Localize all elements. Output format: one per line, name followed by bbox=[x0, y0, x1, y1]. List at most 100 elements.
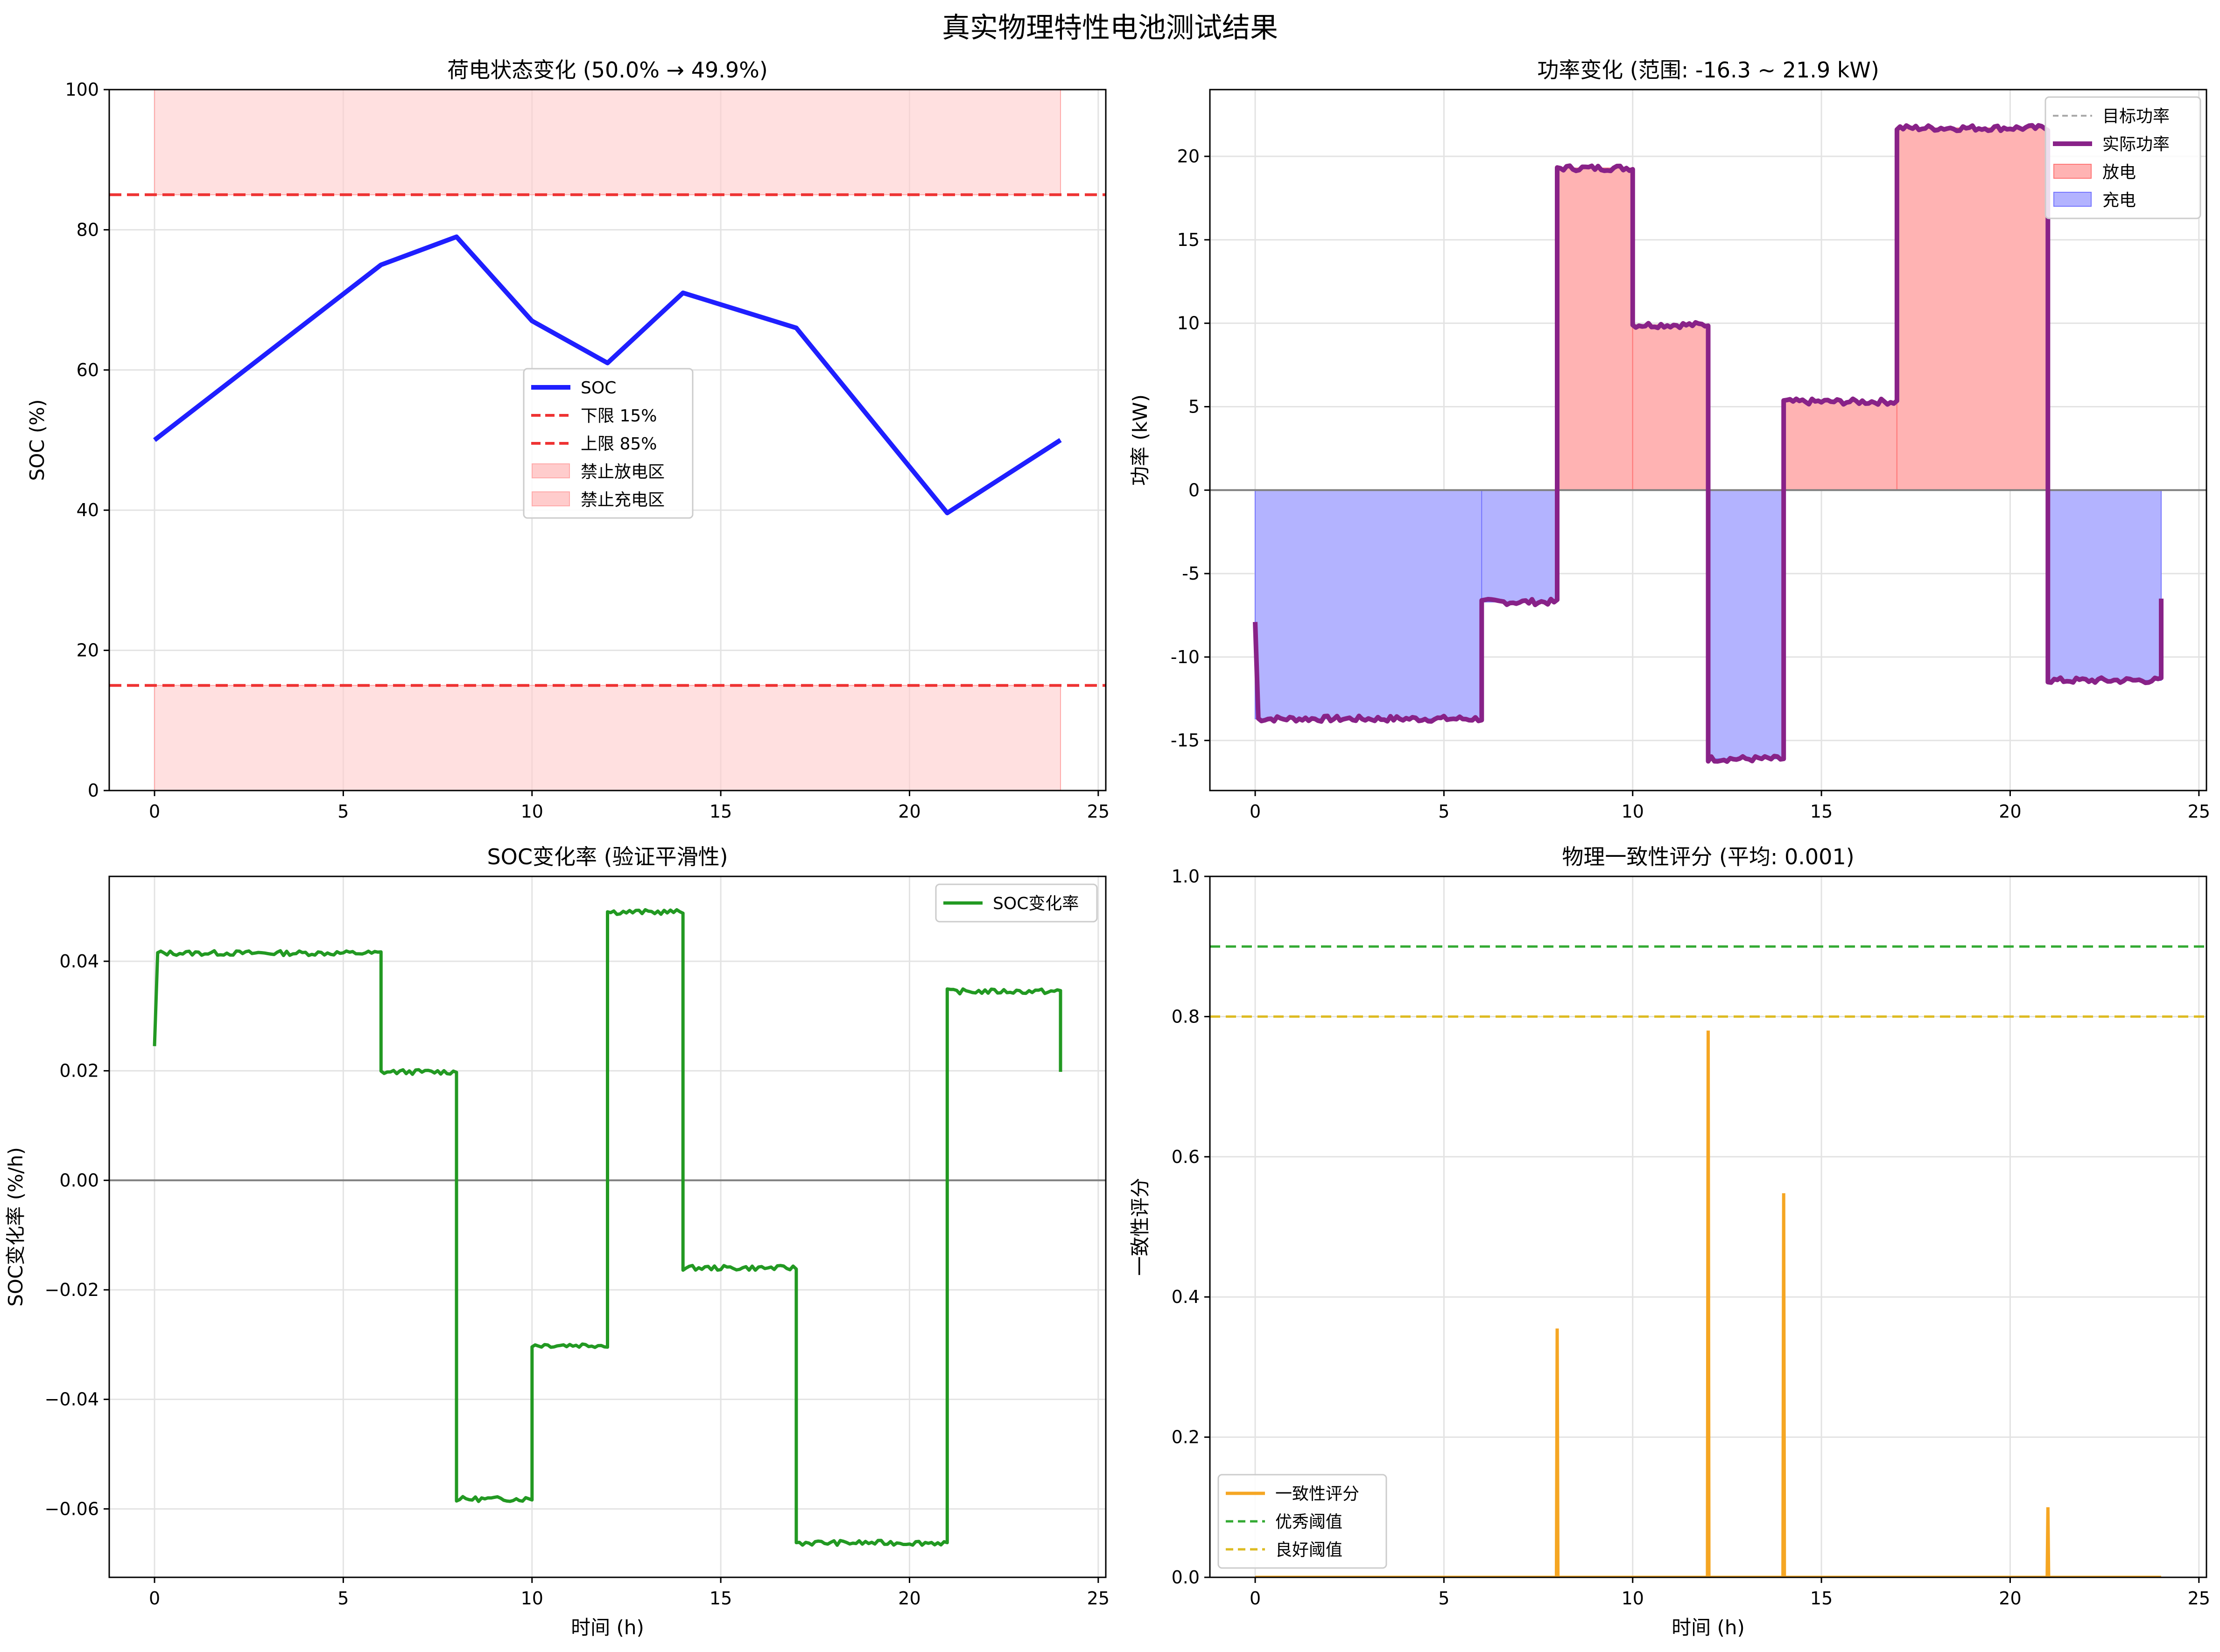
axes-frame bbox=[108, 875, 1107, 1578]
panel-title: 物理一致性评分 (平均: 0.001) bbox=[1562, 844, 1854, 869]
legend-label: 禁止充电区 bbox=[581, 490, 665, 510]
legend-label: 放电 bbox=[2102, 163, 2136, 182]
x-tick-label: 0 bbox=[149, 1588, 160, 1609]
y-tick-label: 0.04 bbox=[59, 951, 99, 972]
y-tick-label: 1.0 bbox=[1172, 866, 1200, 887]
charge-area bbox=[2047, 490, 2162, 681]
panel-consistency: 0 5 10 15 20 25 0.0 0.2 0.4 0.6 0.8 1.0 物理一致性评分 (平均:… bbox=[1129, 844, 2210, 1639]
y-tick-label: 5 bbox=[1188, 396, 1200, 417]
panel-title: 荷电状态变化 (50.0% → 49.9%) bbox=[447, 57, 768, 83]
y-tick-label: 0.00 bbox=[59, 1170, 99, 1190]
legend-frame bbox=[2044, 96, 2201, 219]
panel-soc: 0 5 10 15 20 25 0 20 40 60 80 100 荷电状态变化 (50.0% → 49… bbox=[26, 57, 1110, 822]
x-tick-label: 15 bbox=[710, 801, 732, 822]
discharge-area bbox=[1632, 324, 1709, 491]
y-tick-label: 0 bbox=[88, 780, 99, 801]
legend-label: 目标功率 bbox=[2102, 107, 2170, 126]
y-tick-label: −0.04 bbox=[45, 1389, 99, 1410]
legend-label: 充电 bbox=[2102, 191, 2136, 210]
y-tick-label: 0.8 bbox=[1172, 1006, 1200, 1027]
x-tick-label: 0 bbox=[1250, 801, 1261, 822]
y-tick-label: 0.6 bbox=[1172, 1147, 1200, 1167]
legend-label: 禁止放电区 bbox=[581, 462, 665, 482]
panel-title: 功率变化 (范围: -16.3 ~ 21.9 kW) bbox=[1537, 57, 1879, 83]
axes-frame bbox=[1209, 89, 2207, 791]
y-axis-label: 功率 (kW) bbox=[1129, 394, 1152, 486]
y-tick-label: 0.0 bbox=[1172, 1567, 1200, 1588]
x-tick-label: 0 bbox=[149, 801, 160, 822]
y-tick-label: 60 bbox=[77, 360, 99, 380]
y-tick-label: -5 bbox=[1182, 563, 1200, 584]
y-tick-label: 0.4 bbox=[1172, 1287, 1200, 1307]
soc-rate-line bbox=[153, 908, 1062, 1547]
x-axis-label: 时间 (h) bbox=[1672, 1616, 1745, 1639]
x-tick-label: 20 bbox=[898, 801, 920, 822]
x-tick-label: 5 bbox=[337, 801, 349, 822]
legend-label: 实际功率 bbox=[2102, 135, 2170, 154]
plot-area bbox=[109, 90, 1106, 791]
band-禁止放电区 bbox=[154, 685, 1061, 791]
x-tick-label: 0 bbox=[1250, 1588, 1261, 1609]
x-tick-label: 25 bbox=[2188, 801, 2210, 822]
x-tick-label: 15 bbox=[1810, 1588, 1833, 1609]
y-axis-label: 一致性评分 bbox=[1129, 1178, 1152, 1276]
discharge-area bbox=[1896, 127, 2049, 491]
y-tick-label: 40 bbox=[77, 500, 99, 520]
y-tick-label: 15 bbox=[1177, 230, 1200, 250]
x-tick-label: 20 bbox=[1999, 1588, 2021, 1609]
legend-swatch bbox=[532, 463, 570, 478]
y-tick-label: 0.02 bbox=[59, 1061, 99, 1081]
legend-frame bbox=[1217, 1474, 1387, 1569]
y-axis-label: SOC变化率 (%/h) bbox=[4, 1147, 27, 1307]
legend-label: SOC bbox=[581, 378, 616, 398]
legend-swatch bbox=[2053, 192, 2092, 207]
x-tick-label: 20 bbox=[898, 1588, 920, 1609]
y-tick-label: 10 bbox=[1177, 313, 1200, 334]
x-tick-label: 5 bbox=[1438, 801, 1449, 822]
y-axis-label: SOC (%) bbox=[26, 399, 49, 481]
figure-title: 真实物理特性电池测试结果 bbox=[942, 12, 1278, 44]
panel-soc_rate: 0 5 10 15 20 25 −0.06 −0.04 −0.02 0.00 0.02 0.04 SOC… bbox=[4, 844, 1110, 1639]
soc-series-line bbox=[153, 234, 1062, 516]
legend-swatch bbox=[2053, 164, 2092, 179]
x-axis-label: 时间 (h) bbox=[571, 1616, 644, 1639]
y-tick-label: 0 bbox=[1188, 480, 1200, 500]
legend-frame bbox=[523, 368, 694, 519]
plot-area bbox=[1210, 945, 2206, 1577]
y-tick-label: 100 bbox=[65, 79, 99, 100]
consistency-line bbox=[1255, 1030, 2161, 1577]
legend-label: 良好阈值 bbox=[1275, 1540, 1342, 1560]
y-tick-label: -15 bbox=[1171, 730, 1200, 751]
actual-power-line bbox=[1253, 123, 2164, 764]
y-tick-label: −0.06 bbox=[45, 1498, 99, 1519]
plot-area bbox=[1210, 123, 2206, 764]
plot-area bbox=[109, 908, 1106, 1547]
legend-swatch bbox=[532, 491, 570, 506]
y-tick-label: −0.02 bbox=[45, 1280, 99, 1300]
x-tick-label: 25 bbox=[1087, 801, 1110, 822]
legend-label: 上限 85% bbox=[581, 434, 657, 454]
charge-area bbox=[1481, 490, 1558, 602]
axes-frame bbox=[1209, 875, 2207, 1578]
legend-label: 一致性评分 bbox=[1275, 1484, 1359, 1504]
y-tick-label: 80 bbox=[77, 219, 99, 240]
y-tick-label: 20 bbox=[77, 640, 99, 661]
legend-label: 优秀阈值 bbox=[1275, 1512, 1342, 1532]
x-tick-label: 20 bbox=[1999, 801, 2021, 822]
y-tick-label: -10 bbox=[1171, 647, 1200, 667]
x-tick-label: 15 bbox=[1810, 801, 1833, 822]
legend-label: 下限 15% bbox=[581, 406, 657, 426]
panel-title: SOC变化率 (验证平滑性) bbox=[487, 844, 728, 869]
y-tick-label: 0.2 bbox=[1172, 1427, 1200, 1448]
y-tick-label: 20 bbox=[1177, 146, 1200, 167]
axes-frame bbox=[108, 89, 1107, 791]
x-tick-label: 10 bbox=[1622, 1588, 1644, 1609]
x-tick-label: 25 bbox=[2188, 1588, 2210, 1609]
x-tick-label: 25 bbox=[1087, 1588, 1110, 1609]
band-禁止充电区 bbox=[154, 90, 1061, 196]
discharge-area bbox=[1557, 168, 1633, 491]
x-tick-label: 5 bbox=[1438, 1588, 1449, 1609]
charge-area bbox=[1255, 490, 1482, 720]
charge-area bbox=[1707, 490, 1784, 760]
